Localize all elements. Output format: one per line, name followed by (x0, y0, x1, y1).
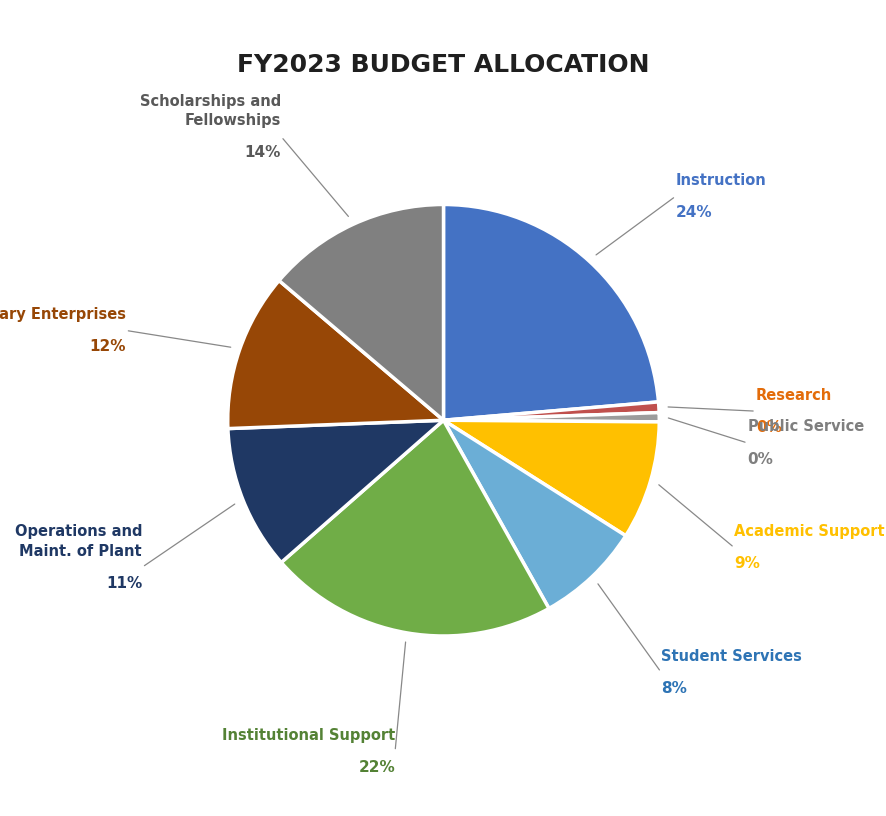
Text: 0%: 0% (747, 452, 773, 467)
Text: 24%: 24% (675, 205, 711, 220)
Text: 14%: 14% (245, 145, 281, 160)
Text: Public Service: Public Service (747, 419, 863, 434)
Text: Maint. of Plant: Maint. of Plant (19, 543, 142, 559)
Wedge shape (228, 420, 443, 562)
Wedge shape (443, 420, 658, 536)
Text: Operations and: Operations and (14, 524, 142, 539)
Text: Auxiliary Enterprises: Auxiliary Enterprises (0, 307, 126, 322)
Text: Instruction: Instruction (675, 172, 766, 188)
Text: 8%: 8% (660, 681, 686, 696)
Title: FY2023 BUDGET ALLOCATION: FY2023 BUDGET ALLOCATION (237, 52, 649, 77)
Text: 11%: 11% (105, 576, 142, 591)
Text: Scholarships and: Scholarships and (140, 94, 281, 109)
Wedge shape (228, 281, 443, 428)
Wedge shape (443, 420, 625, 609)
Wedge shape (443, 413, 658, 422)
Text: Research: Research (755, 388, 831, 402)
Text: Academic Support: Academic Support (734, 524, 884, 539)
Text: 0%: 0% (755, 419, 781, 435)
Text: 12%: 12% (89, 339, 126, 354)
Wedge shape (443, 205, 657, 420)
Text: 22%: 22% (358, 760, 394, 775)
Text: Student Services: Student Services (660, 649, 801, 663)
Text: 9%: 9% (734, 557, 759, 571)
Wedge shape (281, 420, 548, 636)
Wedge shape (279, 205, 443, 420)
Text: Institutional Support: Institutional Support (222, 728, 394, 743)
Wedge shape (443, 402, 658, 420)
Text: Fellowships: Fellowships (184, 113, 281, 128)
